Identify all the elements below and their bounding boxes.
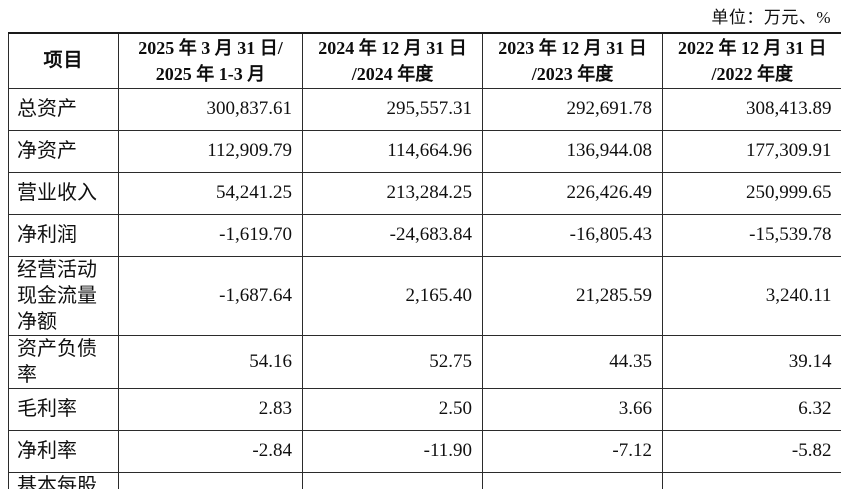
table-cell: 21,285.59 — [482, 255, 663, 336]
table-row-total-assets: 总资产 300,837.61 295,557.31 292,691.78 308… — [8, 87, 841, 131]
header-period-2025: 2025 年 3 月 31 日/ 2025 年 1-3 月 — [118, 32, 303, 89]
table-row-net-assets: 净资产 112,909.79 114,664.96 136,944.08 177… — [8, 129, 841, 173]
table-cell: -1,687.64 — [118, 255, 303, 336]
table-cell: 177,309.91 — [662, 129, 841, 173]
table-cell: 6.32 — [662, 387, 841, 431]
table-cell: -24,683.84 — [302, 213, 483, 257]
row-label: 经营活动现金流量净额 — [8, 255, 119, 336]
table-cell: -2.84 — [118, 429, 303, 473]
table-cell: -15,539.78 — [662, 213, 841, 257]
header-period-2022: 2022 年 12 月 31 日 /2022 年度 — [662, 32, 841, 89]
table-cell: 300,837.61 — [118, 87, 303, 131]
table-cell: -11.90 — [302, 429, 483, 473]
header-period-2023: 2023 年 12 月 31 日 /2023 年度 — [482, 32, 663, 89]
table-cell: 2,165.40 — [302, 255, 483, 336]
table-row-net-margin: 净利率 -2.84 -11.90 -7.12 -5.82 — [8, 429, 841, 473]
table-cell: 308,413.89 — [662, 87, 841, 131]
table-header-row: 项目 2025 年 3 月 31 日/ 2025 年 1-3 月 2024 年 … — [8, 32, 841, 89]
row-label: 净利润 — [8, 213, 119, 257]
table-cell: 295,557.31 — [302, 87, 483, 131]
table-cell: 2.83 — [118, 387, 303, 431]
header-period-2024: 2024 年 12 月 31 日 /2024 年度 — [302, 32, 483, 89]
table-cell: -7.12 — [482, 429, 663, 473]
table-cell: -1,619.70 — [118, 213, 303, 257]
row-label: 营业收入 — [8, 171, 119, 215]
table-cell: -16,805.43 — [482, 213, 663, 257]
table-cell: 226,426.49 — [482, 171, 663, 215]
table-row-operating-cash-flow: 经营活动现金流量净额 -1,687.64 2,165.40 21,285.59 … — [8, 255, 841, 336]
table-row-operating-revenue: 营业收入 54,241.25 213,284.25 226,426.49 250… — [8, 171, 841, 215]
table-row-gross-margin: 毛利率 2.83 2.50 3.66 6.32 — [8, 387, 841, 431]
table-row-net-profit: 净利润 -1,619.70 -24,683.84 -16,805.43 -15,… — [8, 213, 841, 257]
unit-label: 单位：万元、% — [711, 8, 831, 27]
table-row-basic-eps: 基本每股收益（元/股） -0.01 -0.25 -0.16 -0.15 — [8, 471, 841, 489]
table-cell: 213,284.25 — [302, 171, 483, 215]
table-cell: -0.01 — [118, 471, 303, 489]
row-label: 净资产 — [8, 129, 119, 173]
table-cell: 39.14 — [662, 334, 841, 389]
table-cell: 44.35 — [482, 334, 663, 389]
row-label: 净利率 — [8, 429, 119, 473]
table-cell: -5.82 — [662, 429, 841, 473]
table-cell: 3.66 — [482, 387, 663, 431]
table-cell: 54.16 — [118, 334, 303, 389]
row-label: 毛利率 — [8, 387, 119, 431]
financial-summary-table: 项目 2025 年 3 月 31 日/ 2025 年 1-3 月 2024 年 … — [8, 32, 841, 489]
table-cell: 136,944.08 — [482, 129, 663, 173]
table-cell: 54,241.25 — [118, 171, 303, 215]
table-cell: 250,999.65 — [662, 171, 841, 215]
table-cell: 3,240.11 — [662, 255, 841, 336]
header-item: 项目 — [8, 32, 119, 89]
table-cell: 2.50 — [302, 387, 483, 431]
table-cell: 114,664.96 — [302, 129, 483, 173]
table-row-debt-ratio: 资产负债率 54.16 52.75 44.35 39.14 — [8, 334, 841, 389]
table-cell: 292,691.78 — [482, 87, 663, 131]
row-label: 总资产 — [8, 87, 119, 131]
table-cell: 52.75 — [302, 334, 483, 389]
table-cell: -0.16 — [482, 471, 663, 489]
row-label: 资产负债率 — [8, 334, 119, 389]
row-label: 基本每股收益（元/股） — [8, 471, 119, 489]
table-cell: 112,909.79 — [118, 129, 303, 173]
table-cell: -0.25 — [302, 471, 483, 489]
table-cell: -0.15 — [662, 471, 841, 489]
